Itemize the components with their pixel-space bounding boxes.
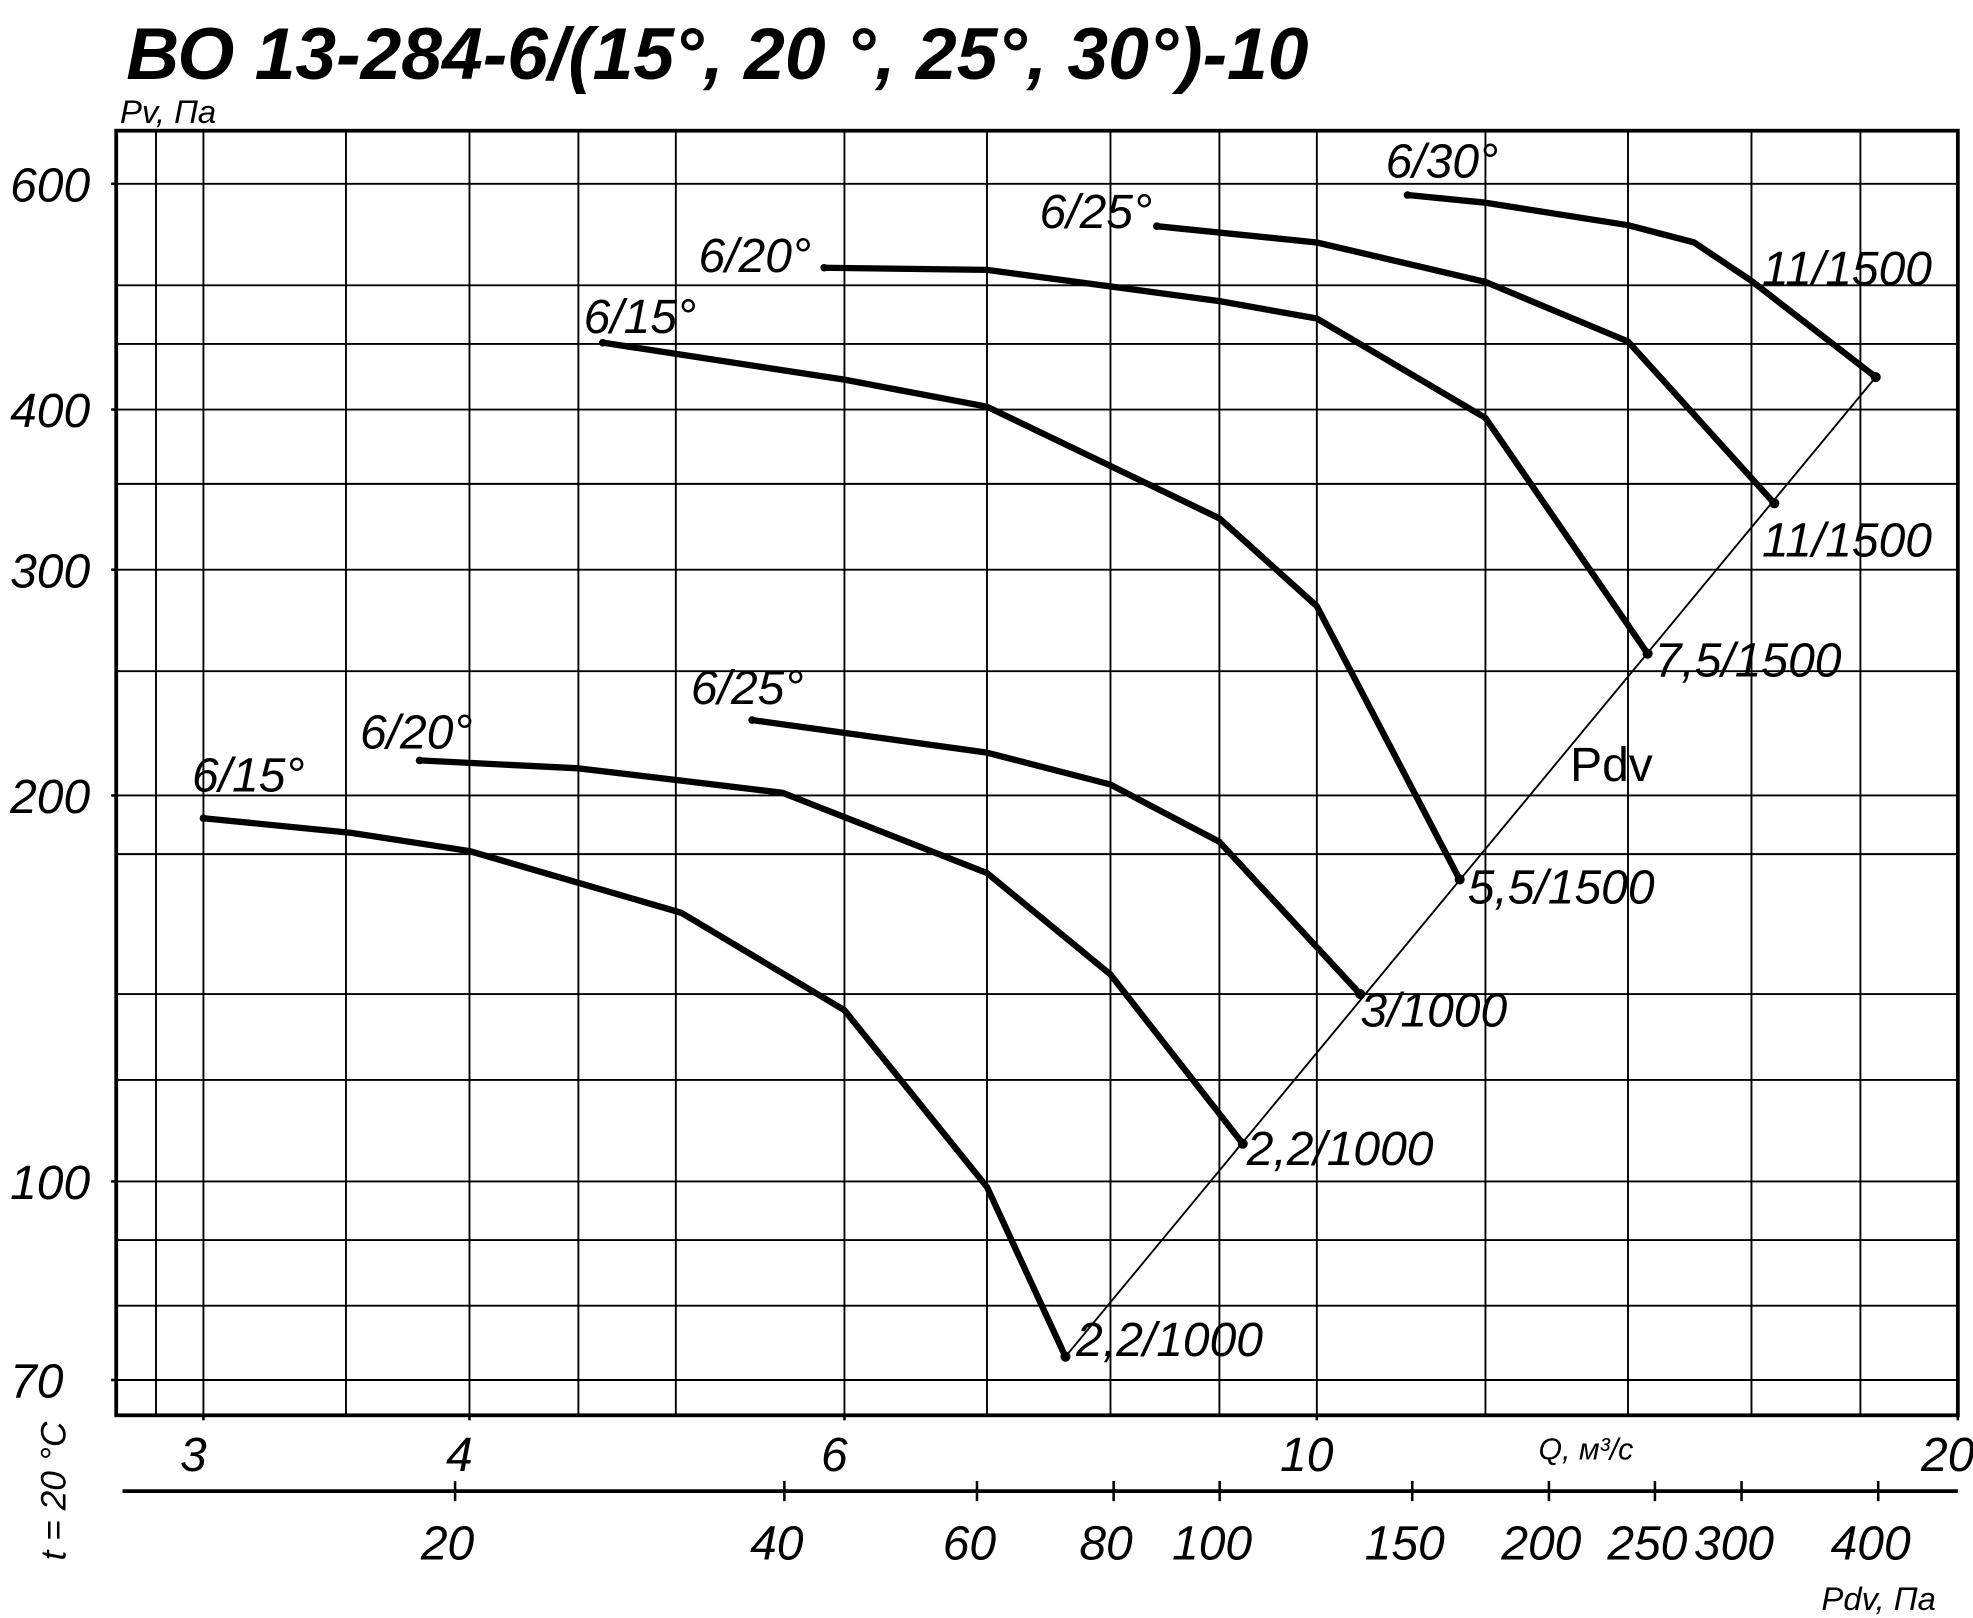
curve-label: 6/25° [691, 662, 804, 715]
curve-end-label: 11/1500 [1762, 243, 1932, 296]
x-tick-label: 6 [821, 1429, 848, 1482]
x-tick-label: 20 [1920, 1429, 1973, 1482]
curve [1404, 191, 1879, 381]
plot-frame [114, 128, 1960, 1418]
curve [599, 339, 1463, 883]
y-tick-label: 200 [9, 771, 90, 824]
pdv-label: Pdv [1570, 739, 1653, 792]
end-point [598, 338, 607, 347]
x2-tick-label: 250 [1606, 1517, 1687, 1570]
x2-tick-label: 60 [943, 1517, 997, 1570]
curve-label: 6/30° [1386, 135, 1499, 188]
y-tick-label: 600 [10, 159, 90, 212]
x2-axis-label: Pdv, Па [1821, 1580, 1935, 1617]
y-tick-label: 300 [10, 545, 90, 598]
end-point [748, 716, 756, 724]
curve [748, 716, 1364, 998]
curve [1153, 223, 1778, 507]
end-point [820, 263, 828, 272]
x2-tick-label: 80 [1079, 1517, 1133, 1570]
x-axis-label: Q, м³/с [1538, 1434, 1633, 1467]
curve [821, 264, 1651, 657]
curve-label: 6/20° [699, 230, 812, 283]
y-tick-label: 400 [10, 385, 90, 438]
x2-tick-label: 100 [1172, 1517, 1252, 1570]
end-point [1769, 498, 1780, 509]
curve-label: 6/15° [192, 749, 305, 802]
x2-tick-label: 150 [1365, 1517, 1445, 1570]
y-tick-label: 70 [10, 1356, 64, 1409]
curve-end-label: 11/1500 [1762, 514, 1932, 567]
x2-tick-label: 200 [1500, 1517, 1581, 1570]
curve-label: 6/15° [584, 291, 697, 344]
x2-tick-label: 20 [420, 1517, 475, 1570]
plot [199, 191, 1881, 1362]
curve-end-label: 2,2/1000 [1246, 1123, 1434, 1176]
end-point [1152, 222, 1161, 230]
y-tick-label: 100 [10, 1157, 90, 1210]
x2-tick-label: 40 [750, 1517, 804, 1570]
end-point [1403, 191, 1412, 199]
end-point [199, 814, 208, 822]
end-point [415, 756, 424, 765]
chart-title: ВО 13-284-6/(15°, 20 °, 25°, 30°)-10 [126, 13, 1308, 95]
curve-label: 6/25° [1040, 186, 1153, 239]
note: t = 20 °C [35, 1421, 74, 1560]
curve-end-label: 5,5/1500 [1468, 862, 1655, 915]
x-tick-label: 4 [446, 1429, 473, 1482]
pdv-line [1064, 376, 1877, 1358]
curve [200, 815, 1069, 1360]
curve-end-label: 7,5/1500 [1655, 634, 1842, 687]
curve-end-label: 3/1000 [1360, 984, 1507, 1037]
y-axis-label: Pv, Па [120, 93, 216, 130]
curve [416, 757, 1246, 1147]
x-tick-label: 10 [1280, 1429, 1334, 1482]
x2-tick-label: 400 [1831, 1517, 1911, 1570]
x2-tick-label: 300 [1694, 1517, 1774, 1570]
curve-end-label: 2,2/1000 [1075, 1314, 1263, 1367]
grid [116, 130, 1958, 1416]
x-tick-label: 3 [180, 1429, 207, 1482]
curve-label: 6/20° [360, 706, 473, 759]
